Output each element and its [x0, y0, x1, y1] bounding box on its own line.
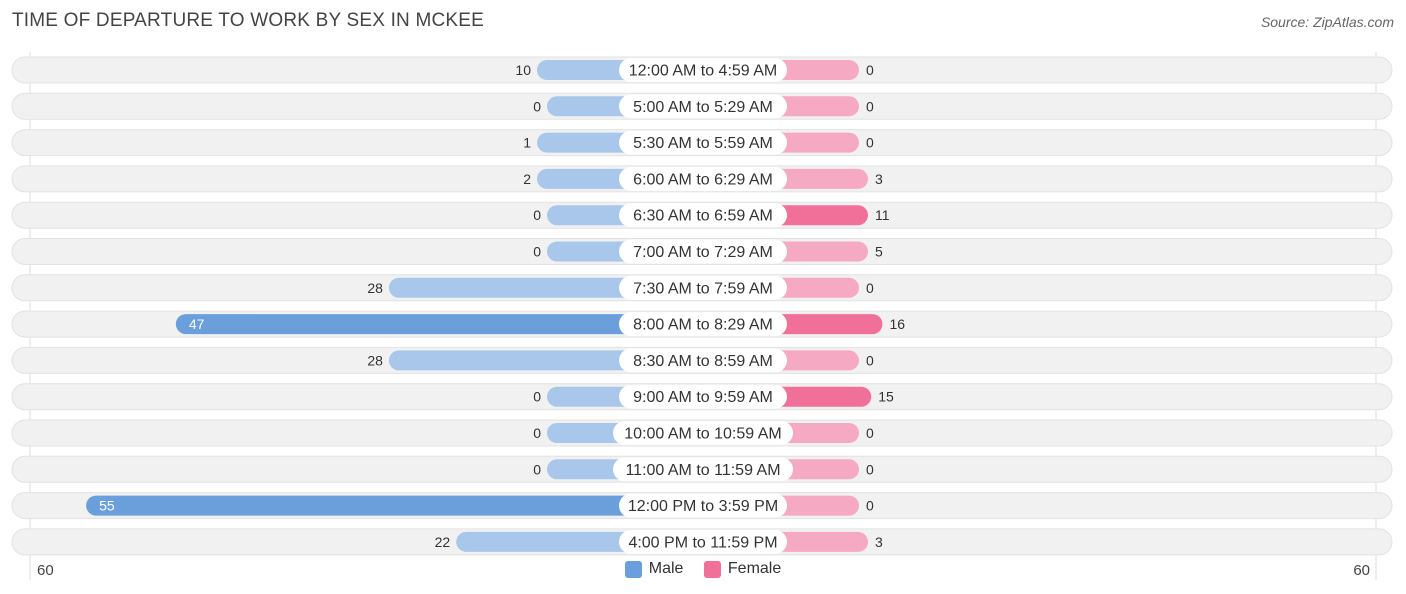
- value-label-female: 5: [875, 244, 883, 260]
- value-label-male: 10: [515, 62, 531, 78]
- category-pill: [619, 348, 787, 373]
- legend-label-female: Female: [727, 560, 782, 577]
- category-label: 6:30 AM to 6:59 AM: [633, 208, 773, 225]
- category-label: 6:00 AM to 6:29 AM: [633, 171, 773, 188]
- value-label-female: 0: [866, 280, 874, 296]
- value-label-male: 0: [533, 389, 541, 405]
- value-label-male: 0: [533, 98, 541, 114]
- category-label: 12:00 PM to 3:59 PM: [628, 498, 778, 515]
- category-pill: [613, 457, 793, 482]
- category-pill: [613, 421, 793, 445]
- chart-row: 8:30 AM to 8:59 AM 28 0: [11, 346, 1393, 374]
- category-pill: [619, 275, 787, 300]
- value-label-female: 15: [878, 389, 894, 405]
- bar-male: [86, 495, 704, 516]
- value-label-male: 1: [523, 135, 531, 151]
- value-label-male: 0: [533, 244, 541, 260]
- value-label-male: 0: [533, 425, 541, 441]
- chart-row: 11:00 AM to 11:59 AM 0 0: [11, 455, 1393, 483]
- chart-row: 5:00 AM to 5:29 AM 0 0: [11, 92, 1393, 120]
- chart-row: 4:00 PM to 11:59 PM 22 3: [11, 528, 1393, 556]
- category-pill: [619, 203, 787, 228]
- category-pill: [619, 529, 787, 554]
- axis-right-label: 60: [1353, 562, 1370, 579]
- category-label: 5:00 AM to 5:29 AM: [633, 99, 773, 116]
- chart-title: TIME OF DEPARTURE TO WORK BY SEX IN MCKE…: [12, 10, 485, 31]
- value-label-female: 16: [889, 316, 905, 332]
- chart-row: 6:30 AM to 6:59 AM 0 11: [11, 201, 1393, 229]
- chart-row: 7:30 AM to 7:59 AM 28 0: [11, 274, 1393, 302]
- value-label-male: 2: [523, 171, 531, 187]
- bar-male: [175, 314, 704, 335]
- category-label: 7:00 AM to 7:29 AM: [633, 244, 773, 261]
- chart-row: 12:00 AM to 4:59 AM 10 0: [11, 56, 1393, 84]
- value-label-female: 0: [866, 498, 874, 514]
- category-pill: [619, 493, 787, 518]
- category-label: 8:00 AM to 8:29 AM: [633, 317, 773, 334]
- chart-row: 12:00 PM to 3:59 PM 55 0: [11, 492, 1393, 520]
- category-label: 12:00 AM to 4:59 AM: [629, 63, 778, 80]
- category-pill: [619, 312, 787, 337]
- category-label: 11:00 AM to 11:59 AM: [625, 462, 780, 479]
- chart-row: 5:30 AM to 5:59 AM 1 0: [11, 129, 1393, 157]
- value-label-female: 3: [875, 171, 883, 187]
- source-label: Source: ZipAtlas.com: [1260, 14, 1394, 30]
- value-label-female: 0: [866, 461, 874, 477]
- legend-item-female: Female: [703, 560, 782, 578]
- value-label-male: 22: [435, 534, 451, 550]
- category-pill: [619, 94, 787, 119]
- value-label-female: 3: [875, 534, 883, 550]
- chart-row: 6:00 AM to 6:29 AM 2 3: [11, 165, 1393, 193]
- chart-row: 9:00 AM to 9:59 AM 0 15: [11, 383, 1393, 411]
- value-label-male: 0: [533, 461, 541, 477]
- value-label-female: 0: [866, 135, 874, 151]
- category-pill: [619, 166, 787, 191]
- value-label-female: 0: [866, 352, 874, 368]
- chart-row: 8:00 AM to 8:29 AM 47 16: [11, 310, 1393, 338]
- value-label-male: 47: [189, 316, 205, 332]
- value-label-female: 0: [866, 425, 874, 441]
- value-label-female: 0: [866, 98, 874, 114]
- legend-swatch-female: [703, 560, 721, 578]
- value-label-male: 28: [367, 352, 383, 368]
- category-label: 8:30 AM to 8:59 AM: [633, 353, 773, 370]
- chart-row: 10:00 AM to 10:59 AM 0 0: [11, 419, 1393, 447]
- value-label-male: 28: [367, 280, 383, 296]
- category-pill: [619, 130, 787, 155]
- value-label-female: 0: [866, 62, 874, 78]
- value-label-male: 0: [533, 207, 541, 223]
- category-label: 9:00 AM to 9:59 AM: [633, 389, 773, 406]
- category-pill: [619, 239, 787, 264]
- category-label: 5:30 AM to 5:59 AM: [633, 135, 773, 152]
- legend-label-male: Male: [648, 560, 684, 577]
- legend-swatch-male: [624, 560, 642, 578]
- category-pill: [619, 384, 787, 409]
- category-label: 7:30 AM to 7:59 AM: [633, 280, 773, 297]
- chart-row: 7:00 AM to 7:29 AM 0 5: [11, 238, 1393, 265]
- value-label-male: 55: [99, 498, 115, 514]
- category-pill: [619, 58, 787, 82]
- category-label: 10:00 AM to 10:59 AM: [624, 426, 781, 443]
- category-label: 4:00 PM to 11:59 PM: [628, 534, 777, 551]
- value-label-female: 11: [875, 207, 890, 223]
- legend-item-male: Male: [624, 560, 684, 578]
- legend: Male Female: [0, 560, 1406, 583]
- axis-left-label: 60: [37, 562, 54, 579]
